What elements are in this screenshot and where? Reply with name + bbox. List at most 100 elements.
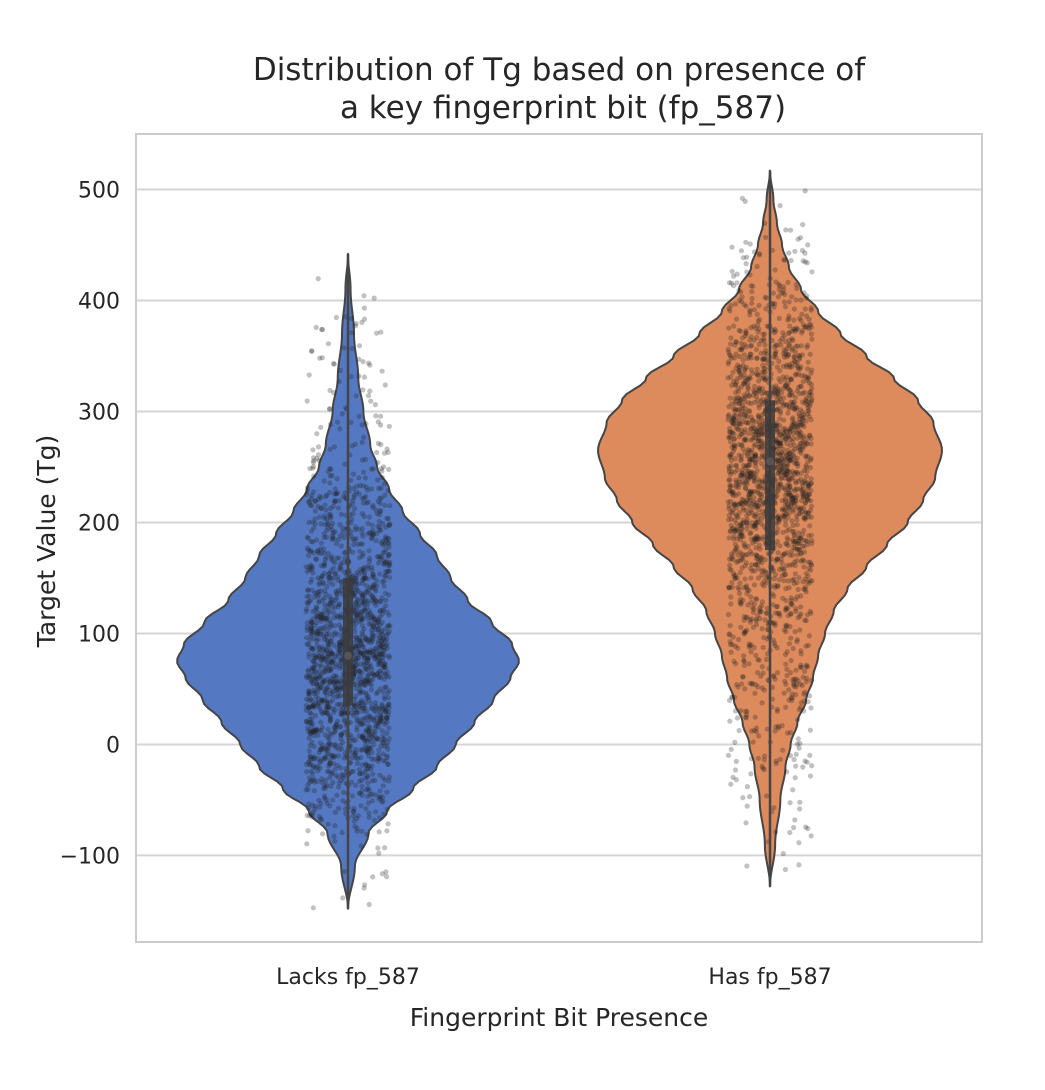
strip-point <box>789 345 796 351</box>
strip-point <box>373 645 379 651</box>
strip-point <box>741 657 747 664</box>
strip-point <box>326 663 333 669</box>
strip-point <box>374 530 380 537</box>
strip-point <box>728 528 734 534</box>
strip-point <box>365 746 371 752</box>
strip-point <box>773 393 779 399</box>
strip-point <box>377 668 383 674</box>
strip-point <box>352 639 358 645</box>
strip-point <box>376 629 382 636</box>
strip-point <box>770 300 776 306</box>
strip-point <box>771 593 777 599</box>
strip-point <box>382 502 388 508</box>
strip-point <box>776 452 783 458</box>
strip-point <box>365 793 371 800</box>
strip-point <box>369 638 375 644</box>
strip-point <box>803 473 810 479</box>
strip-point <box>310 616 316 622</box>
strip-point <box>383 524 389 530</box>
strip-point <box>807 433 813 439</box>
strip-point <box>800 438 806 444</box>
strip-point <box>386 704 392 711</box>
strip-point <box>342 718 348 725</box>
strip-point <box>803 480 810 487</box>
strip-point <box>759 603 765 609</box>
strip-point <box>734 426 740 432</box>
strip-point <box>380 642 386 648</box>
strip-point <box>365 587 371 593</box>
strip-point <box>790 405 796 411</box>
strip-point <box>367 746 373 752</box>
strip-point <box>788 424 794 430</box>
strip-point <box>306 673 312 679</box>
strip-point <box>762 377 768 383</box>
strip-point <box>386 688 392 694</box>
strip-point <box>373 714 379 720</box>
strip-point <box>729 244 735 250</box>
strip-point <box>799 373 805 379</box>
strip-point <box>747 617 753 623</box>
strip-point <box>731 416 737 422</box>
strip-point <box>754 429 760 435</box>
strip-point <box>366 713 372 719</box>
strip-point <box>354 708 360 714</box>
strip-point <box>362 456 369 462</box>
strip-point <box>373 626 379 633</box>
strip-point <box>798 317 804 324</box>
strip-point <box>352 323 358 329</box>
strip-point <box>794 552 801 558</box>
strip-point <box>727 718 733 724</box>
strip-point <box>753 618 759 624</box>
strip-point <box>780 451 786 457</box>
strip-point <box>355 644 361 650</box>
strip-point <box>313 324 319 330</box>
strip-point <box>374 653 380 660</box>
strip-point <box>755 429 761 436</box>
strip-point <box>806 392 812 398</box>
strip-point <box>808 435 814 441</box>
strip-point <box>364 649 371 655</box>
strip-point <box>348 533 354 539</box>
strip-point <box>322 689 328 695</box>
y-tick-label-200: 200 <box>78 511 120 536</box>
strip-point <box>800 492 806 498</box>
strip-point <box>306 801 312 807</box>
strip-point <box>799 416 806 422</box>
strip-point <box>743 714 749 720</box>
strip-point <box>337 648 343 655</box>
strip-point <box>365 763 371 769</box>
strip-point <box>794 522 800 528</box>
strip-point <box>805 404 811 411</box>
strip-point <box>756 316 763 323</box>
strip-point <box>783 402 790 408</box>
strip-point <box>334 685 340 691</box>
strip-point <box>321 562 327 568</box>
strip-point <box>377 608 383 614</box>
strip-point <box>304 719 310 725</box>
strip-point <box>798 535 804 541</box>
strip-point <box>384 715 390 721</box>
strip-point <box>739 526 745 532</box>
strip-point <box>386 654 393 661</box>
violin-layer <box>176 169 943 910</box>
strip-point <box>801 494 807 501</box>
strip-point <box>786 526 793 532</box>
strip-point <box>741 631 747 637</box>
strip-point <box>319 745 325 751</box>
strip-point <box>803 454 809 460</box>
strip-point <box>741 653 747 659</box>
strip-point <box>779 497 785 504</box>
strip-point <box>791 317 797 323</box>
strip-point <box>366 548 372 554</box>
strip-point <box>726 503 732 509</box>
strip-point <box>738 456 745 462</box>
strip-point <box>745 543 751 550</box>
strip-point <box>378 329 384 335</box>
strip-point <box>755 412 762 418</box>
strip-point <box>323 687 329 693</box>
strip-point <box>376 626 382 632</box>
strip-point <box>363 714 369 720</box>
strip-point <box>727 471 734 477</box>
strip-point <box>743 615 749 621</box>
strip-point <box>757 422 763 428</box>
